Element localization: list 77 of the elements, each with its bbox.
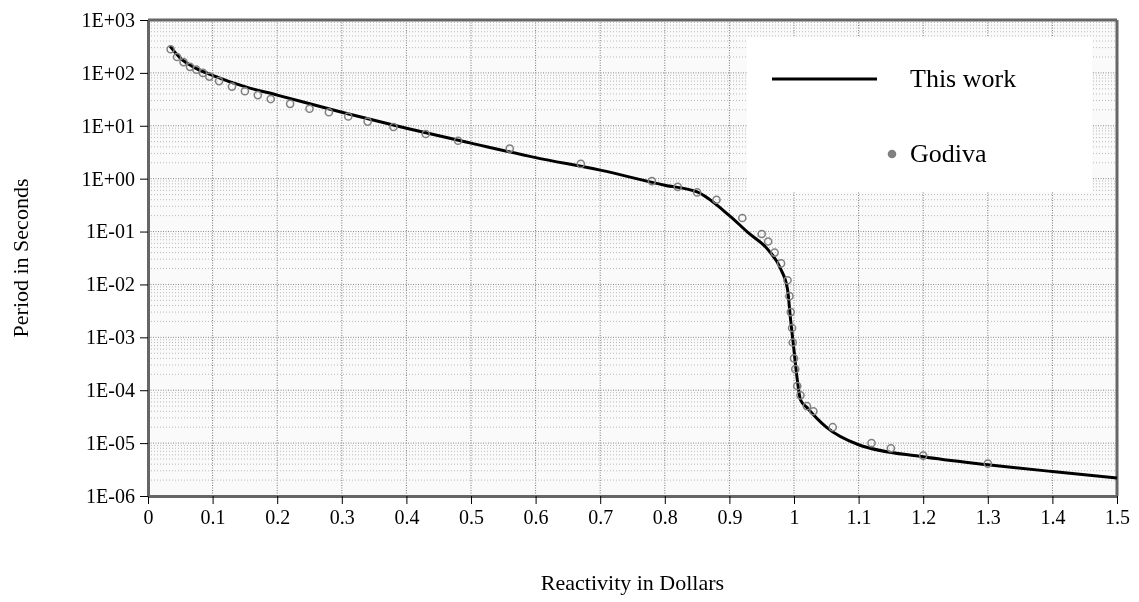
point bbox=[266, 94, 276, 104]
x-tick-label: 0.9 bbox=[717, 506, 743, 529]
point bbox=[343, 112, 353, 121]
y-tick-label: 1E+02 bbox=[81, 61, 135, 84]
point bbox=[787, 323, 797, 333]
point bbox=[783, 275, 792, 285]
y-tick-label: 1E-05 bbox=[86, 432, 135, 455]
point bbox=[389, 122, 398, 132]
y-tick-label: 1E-01 bbox=[86, 220, 135, 243]
x-tick-label: 1.4 bbox=[1040, 506, 1066, 529]
y-tick-label: 1E+03 bbox=[81, 8, 135, 31]
point bbox=[785, 291, 794, 301]
point bbox=[788, 338, 798, 347]
point bbox=[185, 62, 195, 72]
x-tick-label: 1.3 bbox=[975, 506, 1001, 529]
point bbox=[796, 391, 805, 400]
point bbox=[505, 144, 515, 153]
point bbox=[205, 72, 214, 81]
point bbox=[712, 195, 721, 205]
point bbox=[983, 459, 993, 468]
x-axis-title: Reactivity in Dollars bbox=[540, 570, 725, 595]
point bbox=[576, 159, 586, 169]
point bbox=[166, 44, 175, 54]
point bbox=[763, 237, 773, 246]
point bbox=[918, 451, 928, 460]
y-tick-label: 1E+01 bbox=[81, 114, 135, 137]
point bbox=[253, 90, 263, 100]
x-tick-label: 1.1 bbox=[846, 506, 872, 529]
y-tick-label: 1E-03 bbox=[86, 326, 135, 349]
y-tick-label: 1E-04 bbox=[86, 379, 135, 402]
y-axis-title: Period in Seconds bbox=[8, 178, 33, 338]
point bbox=[673, 182, 683, 192]
x-tick-label: 1 bbox=[789, 506, 800, 529]
x-tick-label: 0.7 bbox=[588, 506, 614, 529]
x-tick-label: 1.5 bbox=[1105, 506, 1130, 529]
x-tick-label: 0.4 bbox=[394, 506, 420, 529]
point bbox=[305, 104, 314, 114]
y-tick-label: 1E+00 bbox=[81, 167, 135, 190]
point bbox=[421, 129, 431, 139]
point bbox=[828, 422, 838, 432]
x-tick-label: 0.3 bbox=[329, 506, 355, 529]
point bbox=[453, 136, 463, 146]
y-tick-label: 1E-02 bbox=[86, 273, 135, 296]
x-tick-label: 0.8 bbox=[652, 506, 678, 529]
point bbox=[776, 259, 786, 268]
point bbox=[240, 86, 250, 96]
point bbox=[790, 364, 800, 374]
point bbox=[809, 406, 818, 416]
point bbox=[757, 229, 767, 239]
point bbox=[179, 57, 188, 67]
point bbox=[692, 188, 702, 197]
point bbox=[802, 401, 812, 411]
legend-label: Godiva bbox=[910, 139, 987, 168]
point bbox=[172, 52, 182, 62]
point bbox=[770, 248, 779, 257]
legend-label: This work bbox=[910, 64, 1017, 93]
point bbox=[227, 82, 237, 91]
point bbox=[198, 68, 208, 78]
point bbox=[789, 354, 799, 363]
point bbox=[192, 65, 201, 74]
point bbox=[792, 381, 802, 391]
point bbox=[647, 176, 657, 186]
x-tick-label: 1.2 bbox=[911, 506, 937, 529]
point bbox=[738, 213, 747, 223]
point bbox=[324, 107, 334, 117]
point bbox=[886, 443, 896, 453]
x-tick-label: 0.6 bbox=[523, 506, 549, 529]
y-tick-label: 1E-06 bbox=[86, 484, 135, 507]
point bbox=[867, 438, 876, 448]
point bbox=[285, 99, 295, 109]
point bbox=[786, 307, 796, 317]
x-tick-label: 0 bbox=[143, 506, 154, 529]
point bbox=[214, 76, 224, 86]
x-tick-label: 0.1 bbox=[200, 506, 226, 529]
x-tick-label: 0.5 bbox=[459, 506, 484, 529]
x-tick-label: 0.2 bbox=[265, 506, 291, 529]
point bbox=[363, 117, 372, 126]
